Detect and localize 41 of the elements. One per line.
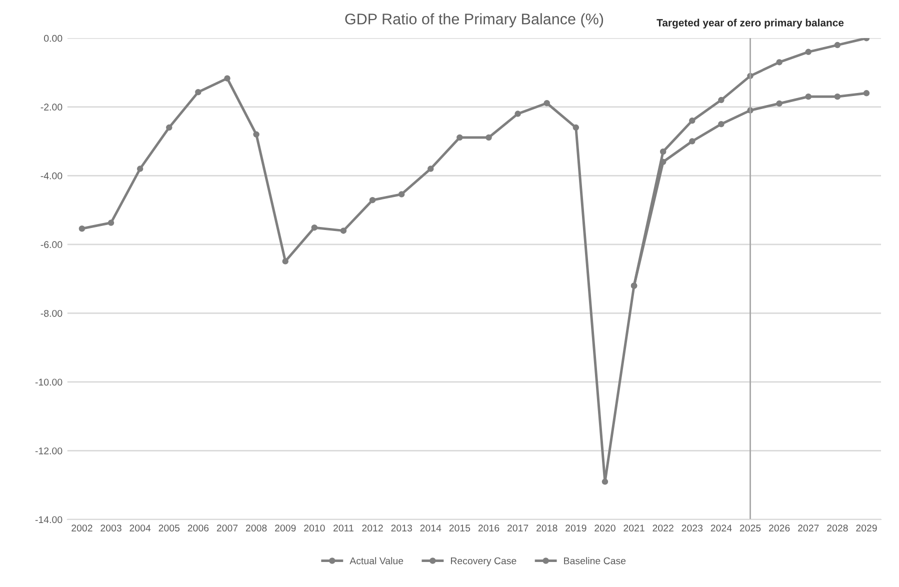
y-tick-label: -8.00 [40,310,62,317]
x-tick-label: 2006 [188,524,209,532]
x-tick-label: 2024 [710,524,732,532]
x-tick-label: 2011 [334,524,354,532]
x-tick-label: 2021 [624,524,644,532]
y-tick-label: -10.00 [35,378,62,386]
x-tick-label: 2015 [449,524,470,532]
x-tick-label: 2029 [856,524,877,532]
x-tick-label: 2019 [566,524,586,532]
x-tick-label: 2012 [362,524,383,532]
x-tick-label: 2023 [682,524,703,532]
x-tick-label: 2010 [304,524,325,532]
x-tick-label: 2018 [536,524,558,532]
x-tick-label: 2022 [652,524,674,532]
y-tick-label: -12.00 [35,447,62,454]
x-tick-label: 2005 [158,524,180,532]
x-tick-label: 2008 [246,524,267,532]
y-tick-label: -4.00 [40,172,62,180]
x-tick-label: 2028 [827,524,848,532]
x-tick-label: 2013 [391,524,412,532]
x-tick-label: 2026 [768,524,790,532]
y-tick-label: -14.00 [35,516,62,524]
x-tick-label: 2025 [740,524,761,532]
x-tick-label: 2020 [594,524,616,532]
x-tick-label: 2007 [216,524,238,532]
legend-label: Baseline Case [564,557,626,564]
x-tick-label: 2002 [72,524,92,532]
chart-title: GDP Ratio of the Primary Balance (%) [345,13,604,28]
x-tick-label: 2014 [420,524,442,532]
y-tick-label: -6.00 [40,241,62,248]
x-tick-label: 2017 [507,524,528,532]
x-tick-label: 2003 [100,524,122,532]
x-tick-label: 2016 [478,524,500,532]
y-tick-label: 0.00 [44,34,62,42]
legend-label: Actual Value [350,557,404,564]
legend-label: Recovery Case [450,557,516,566]
x-tick-label: 2004 [130,524,151,532]
x-tick-label: 2009 [275,524,296,532]
ref-line-label: Targeted year of zero primary balance [656,18,844,29]
x-tick-label: 2027 [798,524,819,532]
y-tick-label: -2.00 [40,104,62,111]
